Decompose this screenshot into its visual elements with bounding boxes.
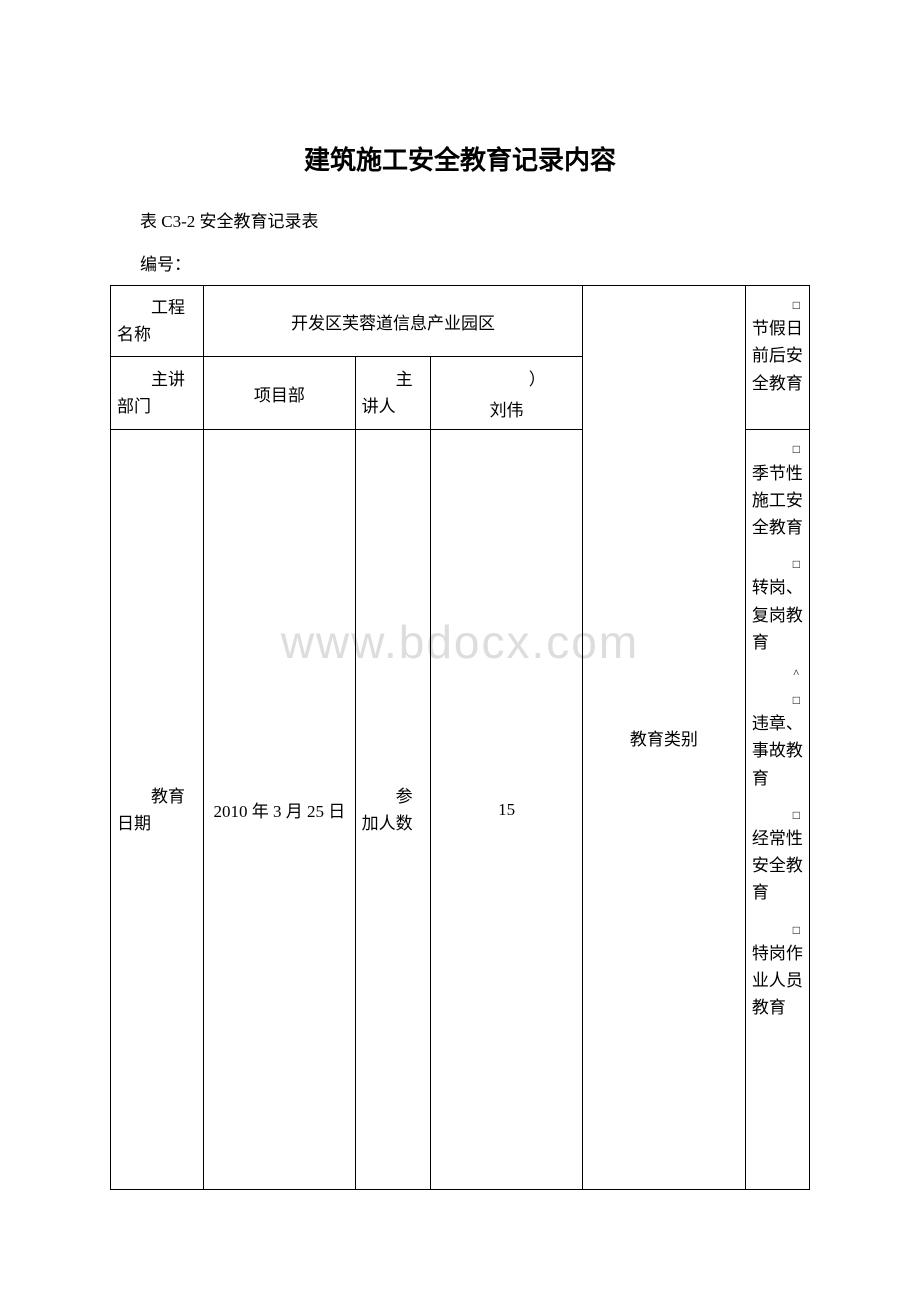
department-label: 主讲部门 (111, 357, 204, 430)
checkbox-icon: □ (752, 555, 803, 574)
checkbox-icon: □ (752, 921, 803, 940)
table-subtitle: 表 C3-2 安全教育记录表 (140, 207, 810, 232)
project-name-value: 开发区芙蓉道信息产业园区 (204, 286, 583, 357)
page-title: 建筑施工安全教育记录内容 (110, 140, 810, 177)
edu-date-value: 2010 年 3 月 25 日 (204, 430, 355, 1190)
main-table: 工程名称 开发区芙蓉道信息产业园区 教育类别 □ 节假日前后安全教育 主讲部门 … (110, 285, 810, 1190)
department-value: 项目部 (204, 357, 355, 430)
category-item-6: 特岗作业人员教育 (752, 944, 803, 1017)
table-row: 工程名称 开发区芙蓉道信息产业园区 教育类别 □ 节假日前后安全教育 (111, 286, 810, 357)
project-name-label: 工程名称 (111, 286, 204, 357)
caret-icon: ^ (752, 664, 803, 683)
number-label: 编号： (140, 250, 810, 275)
checkbox-icon: □ (752, 440, 803, 459)
edu-category-label: 教育类别 (582, 286, 745, 1190)
category-item-5: 经常性安全教育 (752, 829, 803, 902)
checkbox-icon: □ (752, 806, 803, 825)
category-cell-2: □ 季节性施工安全教育 □ 转岗、复岗教育 ^ □ 违章、事故教育 □ 经常性安… (745, 430, 809, 1190)
checkbox-icon: □ (752, 691, 803, 710)
participants-value: 15 (431, 430, 582, 1190)
category-item-3: 转岗、复岗教育 (752, 578, 803, 651)
checkbox-icon: □ (752, 296, 803, 315)
category-item-4: 违章、事故教育 (752, 714, 803, 787)
lecturer-label: 主讲人 (355, 357, 431, 430)
category-item-1: 节假日前后安全教育 (752, 319, 803, 392)
category-item-2: 季节性施工安全教育 (752, 464, 803, 537)
category-cell-1: □ 节假日前后安全教育 (745, 286, 809, 430)
participants-label: 参加人数 (355, 430, 431, 1190)
lecturer-value: ） 刘伟 (431, 357, 582, 430)
edu-date-label: 教育日期 (111, 430, 204, 1190)
